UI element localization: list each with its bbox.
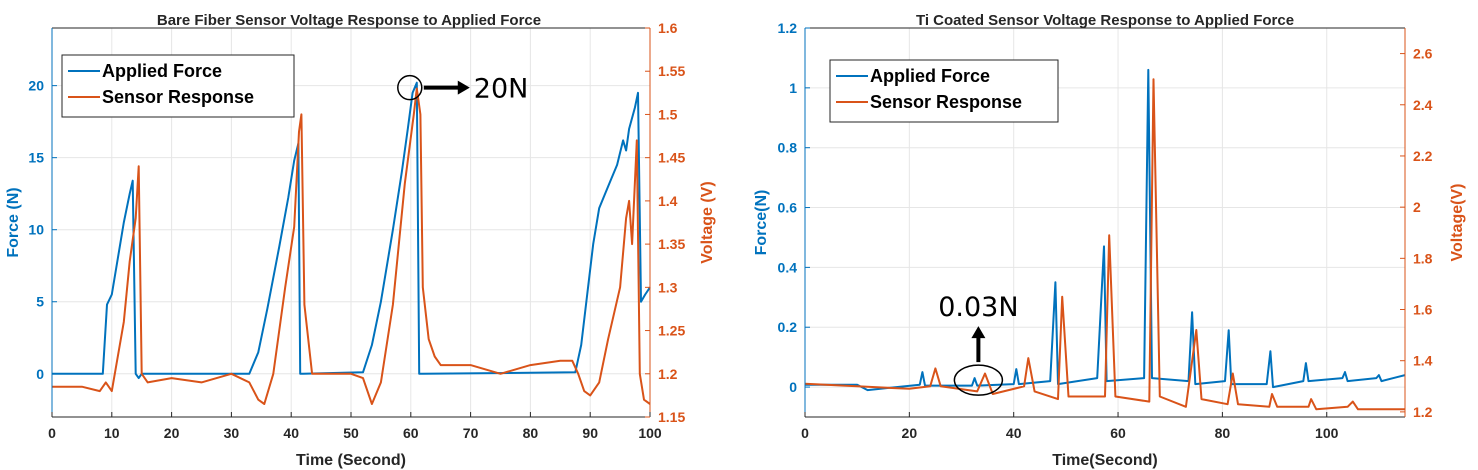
y-left-tick-label: 1 [789,80,797,96]
y-left-axis-label: Force(N) [753,190,770,256]
y-right-tick-label: 1.6 [658,20,678,36]
y-right-tick-label: 1.4 [658,193,678,209]
y-right-tick-label: 1.8 [1413,250,1433,266]
y-left-tick-label: 0.8 [778,140,798,156]
y-right-tick-label: 1.4 [1413,353,1433,369]
y-left-tick-label: 15 [28,150,44,166]
y-left-tick-label: 0.4 [778,259,798,275]
legend-label: Sensor Response [102,87,254,107]
x-tick-label: 80 [1215,425,1231,441]
y-left-tick-label: 0.2 [778,319,798,335]
x-tick-label: 10 [104,425,120,441]
annotation-circle [397,74,423,101]
x-tick-label: 30 [224,425,240,441]
chart-title: Bare Fiber Sensor Voltage Response to Ap… [157,12,541,29]
y-right-tick-label: 1.2 [658,366,678,382]
y-left-tick-label: 0 [36,366,44,382]
x-axis-label: Time (Second) [296,452,406,469]
x-axis-label: Time(Second) [1052,452,1158,469]
y-left-tick-label: 5 [36,294,44,310]
x-tick-label: 0 [801,425,809,441]
legend-label: Applied Force [102,61,222,81]
y-right-tick-label: 2.2 [1413,148,1433,164]
y-right-axis-label: Voltage(V) [1449,184,1466,262]
y-right-tick-label: 1.3 [658,279,678,295]
x-tick-label: 100 [638,425,662,441]
y-right-tick-label: 1.6 [1413,302,1433,318]
x-tick-label: 100 [1315,425,1339,441]
y-right-tick-label: 1.35 [658,236,685,252]
chart-1: 0 10 20 30 40 50 60 70 80 90 100 0 5 10 15 20 1.15 1.2 1.2… [5,12,716,469]
x-tick-label: 20 [902,425,918,441]
y-left-tick-label: 0.6 [778,200,798,216]
x-tick-label: 0 [48,425,56,441]
x-tick-label: 50 [343,425,359,441]
voltage-series-line [804,78,1405,411]
x-tick-label: 90 [582,425,598,441]
y-left-tick-label: 0 [789,379,797,395]
legend-box [829,59,1059,123]
chart-2: 0 20 40 60 80 100 0 0.2 0.4 0.6 0.8 1 1.2 1.2 1.4 1.6 1.… [753,12,1466,469]
x-tick-label: 80 [523,425,539,441]
y-left-tick-label: 1.2 [778,20,798,36]
force-series-line [52,81,651,380]
x-tick-label: 40 [1006,425,1022,441]
y-right-tick-label: 1.25 [658,323,685,339]
force-series-line [805,68,1406,392]
y-left-tick-label: 20 [28,78,44,94]
y-right-tick-label: 2 [1413,199,1421,215]
y-right-tick-label: 1.2 [1413,404,1433,420]
y-right-tick-label: 1.15 [658,409,685,425]
annotation-ellipse [953,364,1004,396]
x-tick-label: 70 [463,425,479,441]
x-tick-label: 60 [1110,425,1126,441]
annotation-label: 0.03N [938,292,1018,323]
x-tick-label: 40 [283,425,299,441]
x-tick-label: 20 [164,425,180,441]
voltage-series-line [52,87,651,405]
y-right-axis-label: Voltage (V) [699,181,716,263]
y-right-tick-label: 1.45 [658,150,685,166]
y-right-tick-label: 1.5 [658,106,678,122]
y-right-tick-label: 2.4 [1413,97,1433,113]
y-left-axis-label: Force (N) [5,187,22,257]
x-tick-label: 60 [403,425,419,441]
legend-label: Applied Force [870,66,990,86]
annotation-arrowhead [457,80,470,95]
annotation-arrowhead [971,326,986,339]
annotation-label: 20N [474,74,529,105]
y-right-tick-label: 2.6 [1413,46,1433,62]
chart-title: Ti Coated Sensor Voltage Response to App… [916,12,1294,29]
y-left-tick-label: 10 [28,222,44,238]
legend-box [61,54,295,118]
y-right-tick-label: 1.55 [658,63,685,79]
legend-label: Sensor Response [870,92,1022,112]
